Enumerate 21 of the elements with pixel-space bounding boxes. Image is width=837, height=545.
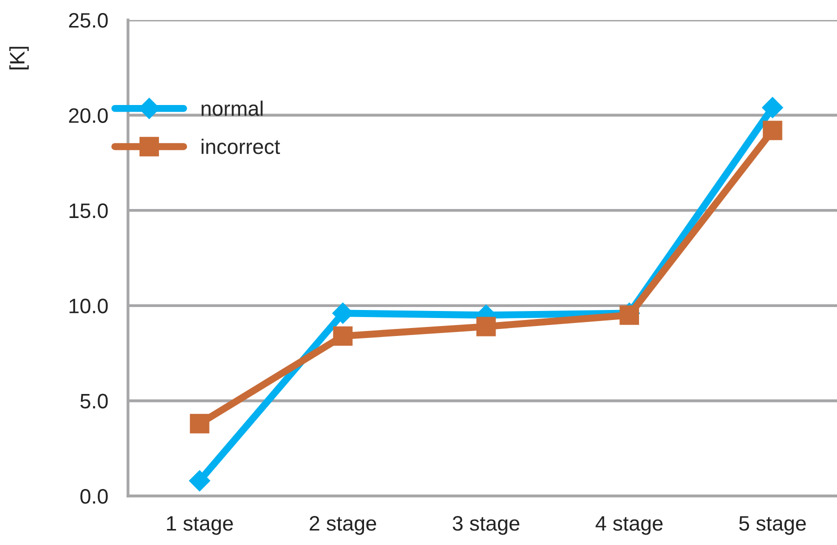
x-tick-label: 4 stage [596,516,663,535]
point [190,414,210,434]
point [762,96,784,118]
x-tick-label: 2 stage [310,516,376,535]
x-tick-label: 5 stage [739,516,806,535]
point [333,326,353,346]
legend-label: normal [202,100,263,116]
y-tick-label: 25.0 [69,13,108,28]
point [188,470,210,492]
y-tick-label: 5.0 [80,394,108,409]
y-axis-title: [K] [9,46,29,70]
y-tick-label: 10.0 [70,298,108,314]
y-tick-label: 0.0 [80,489,108,504]
point [620,305,640,325]
legend-label: incorrect [202,138,280,154]
y-tick-label: 15.0 [70,203,108,218]
x-tick-label: 1 stage [167,516,233,535]
y-tick-label: 20.0 [69,108,108,123]
point [476,316,496,336]
point [762,120,782,140]
x-tick-label: 3 stage [452,516,520,535]
